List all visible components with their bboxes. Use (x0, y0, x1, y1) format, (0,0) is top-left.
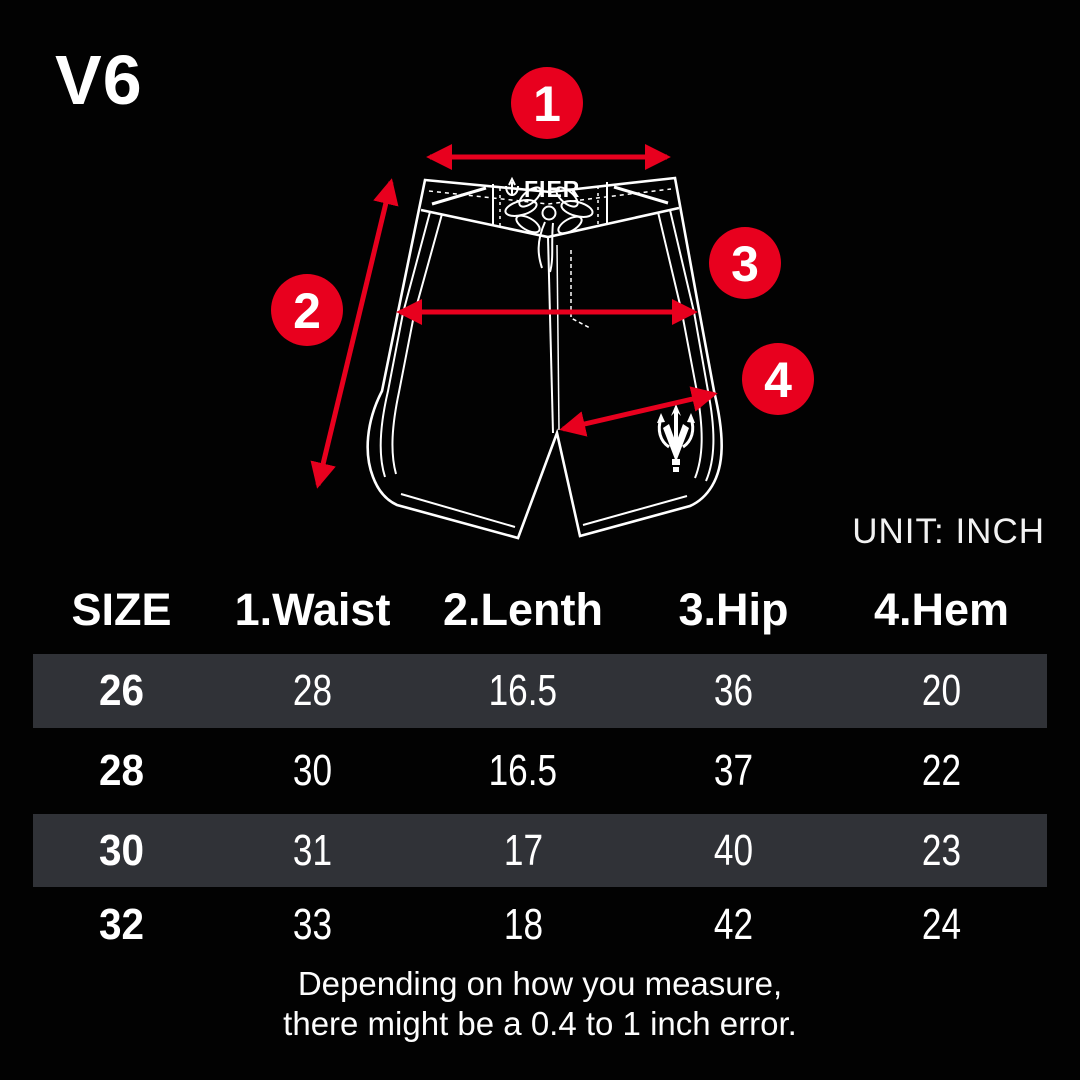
waistband-logo: FIER (505, 176, 580, 202)
badge-3: 3 (709, 227, 781, 299)
measurement-arrows (310, 144, 718, 489)
measurement-disclaimer: Depending on how you measure, there migh… (0, 964, 1080, 1044)
badge-4: 4 (742, 343, 814, 415)
hem-value: 24 (921, 899, 962, 949)
header-length: 2.Lenth (442, 584, 603, 635)
trident-logo-icon (657, 404, 695, 472)
waist-value: 28 (292, 666, 333, 715)
length-value: 16.5 (488, 746, 558, 795)
table-row: 28 30 16.5 37 22 (33, 728, 1047, 814)
page-title: V6 (55, 41, 143, 119)
hip-value: 42 (713, 899, 754, 949)
header-hip: 3.Hip (678, 584, 789, 635)
length-value: 16.5 (488, 666, 558, 715)
hip-value: 40 (713, 825, 754, 875)
waist-value: 31 (292, 825, 333, 875)
hip-value: 37 (713, 746, 754, 795)
size-table: SIZE 1.Waist 2.Lenth 3.Hip 4.Hem 26 28 1… (33, 578, 1047, 962)
badge-2: 2 (271, 274, 343, 346)
size-value: 26 (98, 666, 145, 715)
small-trident-icon (505, 176, 519, 196)
unit-label: UNIT: INCH (852, 512, 1045, 551)
hip-value: 36 (713, 666, 754, 715)
table-header-row: SIZE 1.Waist 2.Lenth 3.Hip 4.Hem (33, 578, 1047, 654)
hem-value: 22 (921, 746, 962, 795)
disclaimer-line-2: there might be a 0.4 to 1 inch error. (283, 1005, 797, 1042)
table-row: 30 31 17 40 23 (33, 814, 1047, 887)
waistband-logo-text: FIER (524, 176, 580, 202)
shorts-outline-drawing (366, 176, 723, 540)
size-value: 32 (98, 899, 145, 949)
badge-3-number: 3 (731, 236, 759, 292)
shorts-measurement-diagram: FIER 1 2 (271, 67, 814, 540)
disclaimer-line-1: Depending on how you measure, (297, 965, 783, 1002)
hem-value: 23 (921, 825, 962, 875)
drawstring-bow (504, 186, 594, 273)
measurement-badges: 1 2 3 4 (271, 67, 814, 415)
waist-value: 33 (292, 899, 333, 949)
badge-4-number: 4 (764, 352, 792, 408)
waist-value: 30 (292, 746, 333, 795)
length-arrow (310, 178, 399, 489)
hem-arrow (559, 386, 718, 437)
header-size: SIZE (71, 584, 172, 635)
badge-1-number: 1 (533, 76, 561, 132)
size-value: 28 (98, 746, 145, 795)
table-row: 32 33 18 42 24 (33, 887, 1047, 962)
hem-value: 20 (921, 666, 962, 715)
length-value: 17 (503, 825, 543, 875)
size-value: 30 (98, 825, 145, 875)
length-value: 18 (503, 899, 543, 949)
header-hem: 4.Hem (873, 584, 1010, 635)
badge-2-number: 2 (293, 283, 321, 339)
header-waist: 1.Waist (234, 584, 391, 635)
table-row: 26 28 16.5 36 20 (33, 654, 1047, 728)
badge-1: 1 (511, 67, 583, 139)
